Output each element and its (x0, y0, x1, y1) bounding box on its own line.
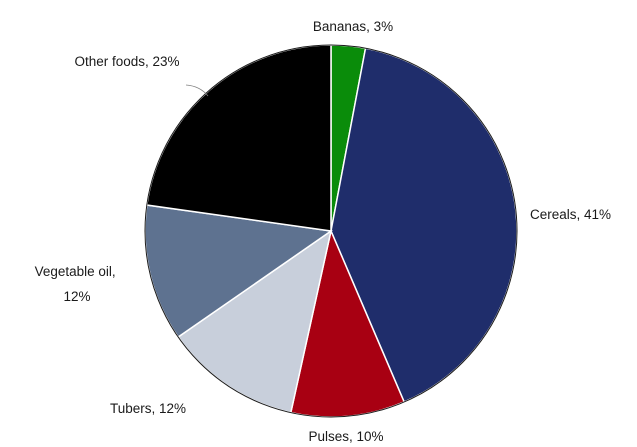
label-other-foods: Other foods, 23% (74, 54, 179, 69)
label-tubers: Tubers, 12% (110, 401, 186, 416)
label-vegetable-oil: Vegetable oil, 12% (35, 264, 120, 304)
label-pulses: Pulses, 10% (308, 429, 383, 444)
label-cereals: Cereals, 41% (530, 207, 611, 222)
pie-outline (144, 44, 518, 418)
label-bananas: Bananas, 3% (313, 19, 393, 34)
label-vegetable-oil-line-1: Vegetable oil, (35, 264, 116, 279)
slice-other-foods (145, 44, 332, 232)
label-vegetable-oil-line-2: 12% (63, 289, 90, 304)
pie-slices (144, 44, 518, 418)
other-foods-leader-line (185, 84, 209, 97)
